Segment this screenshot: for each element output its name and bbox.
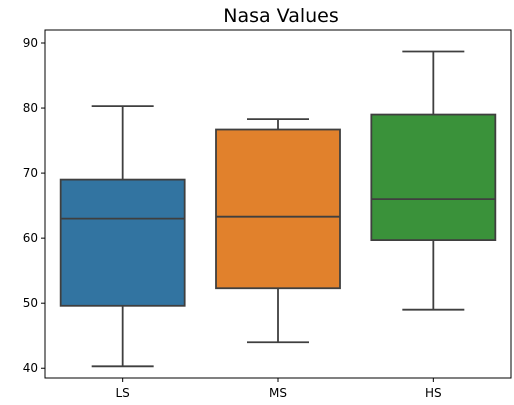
boxes: [59, 50, 497, 368]
box-iqr: [370, 113, 497, 242]
y-tick-label: 70: [23, 166, 38, 180]
y-tick-label: 90: [23, 36, 38, 50]
box-ms: [215, 118, 341, 344]
y-tick-label: 80: [23, 101, 38, 115]
y-tick-label: 60: [23, 231, 38, 245]
y-tick-label: 50: [23, 296, 38, 310]
x-tick-label: LS: [116, 386, 130, 400]
box-ls: [59, 105, 186, 368]
x-tick-label: MS: [269, 386, 287, 400]
chart-title: Nasa Values: [223, 5, 339, 27]
y-axis: 40 50 60 70 80 90: [23, 36, 45, 375]
box-iqr: [215, 128, 341, 290]
box-hs: [370, 50, 497, 311]
box-iqr: [59, 178, 186, 307]
x-tick-label: HS: [425, 386, 442, 400]
x-axis: LS MS HS: [116, 378, 442, 400]
y-tick-label: 40: [23, 361, 38, 375]
